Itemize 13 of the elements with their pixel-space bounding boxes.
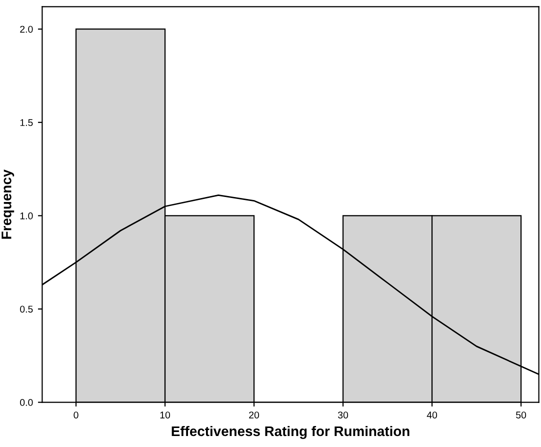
x-tick-label: 30 — [338, 412, 348, 418]
y-axis-title: Frequency — [2, 169, 14, 239]
x-tick-label: 0 — [74, 412, 78, 418]
y-tick-label: 0.0 — [20, 399, 33, 406]
x-tick-label: 10 — [160, 412, 170, 418]
x-tick-label: 40 — [426, 412, 438, 418]
y-tick-label: 0.5 — [20, 306, 33, 313]
y-tick-label: 2.0 — [20, 26, 33, 33]
y-tick-label: 1.5 — [20, 119, 33, 126]
x-axis-title: Effectiveness Rating for Rumination — [172, 426, 410, 439]
x-tick-label: 20 — [249, 412, 260, 418]
x-tick-label: 50 — [516, 412, 526, 418]
y-tick-label: 1.0 — [20, 212, 33, 220]
